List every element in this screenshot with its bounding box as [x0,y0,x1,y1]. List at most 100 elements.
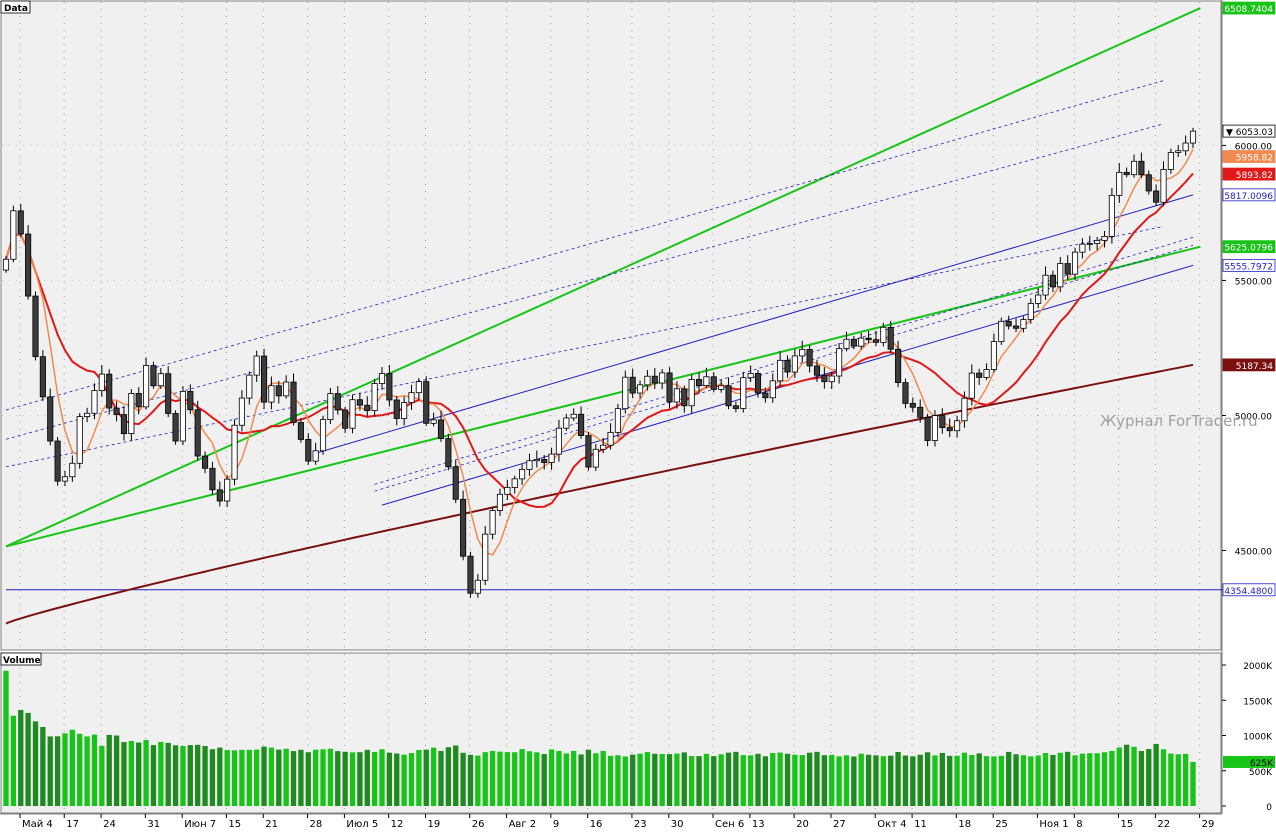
candle [268,376,275,410]
x-tick-label: 15 [228,819,241,830]
volume-bar [172,745,179,806]
fan-line-3 [5,226,1164,468]
candle [386,365,393,407]
candle-body [629,376,636,394]
candle [327,387,334,424]
x-tick-label: 11 [914,819,927,830]
volume-bar [976,753,982,806]
volume-panel-label: Volume [0,652,42,666]
candle [784,355,791,378]
volume-bar [983,756,990,806]
volume-bar [799,755,805,806]
candle [777,351,784,387]
volume-bar [674,753,680,806]
candle-body [931,415,939,441]
price-marker-label: 4354.4800 [1224,587,1273,597]
candle [1153,184,1160,206]
candle [968,364,975,406]
candle-body [202,455,209,469]
candle [681,385,688,413]
candle [1057,257,1064,293]
candle [378,367,386,390]
price-marker: 5555.7972 [1222,258,1276,272]
candle-body [430,419,437,424]
x-tick-label: 24 [103,819,116,830]
candle [2,256,10,273]
candle [961,391,968,428]
x-tick-label: 20 [796,819,809,830]
candle-body [961,397,968,422]
candle [909,397,916,413]
candle [253,350,260,382]
candle-body [386,373,393,401]
candle [91,383,98,420]
candle [194,400,201,461]
candle-body [828,375,835,383]
candle [120,405,128,441]
candle-body [968,372,975,399]
candles [2,127,1197,598]
price-marker: 5893.82 [1222,167,1276,181]
volume-bar [1057,752,1063,806]
candle-body [1167,152,1174,170]
candle [651,368,658,389]
x-tick-label: Июл 5 [346,819,378,830]
candle [76,413,83,469]
volume-bar [460,752,466,806]
candle [946,418,953,438]
candle [349,394,356,434]
volume-bar [681,752,687,806]
candle [334,386,341,415]
volume-bar [187,745,193,806]
fan-line-5 [374,244,1194,492]
candle-body [467,555,474,594]
candle [364,396,371,417]
volume-bar [814,751,820,806]
candle-body [703,376,710,386]
candle [813,359,821,382]
volume-bar [423,749,429,806]
candle-body [482,533,489,581]
x-tick-label: 27 [833,819,846,830]
volume-bar [1028,756,1034,806]
volume-bar [762,756,769,806]
candle [452,460,459,504]
candle-body [983,369,990,378]
candle-body [895,348,902,383]
volume-bar [401,754,407,806]
candle [39,350,46,401]
volume-panel-label-text: Volume [3,656,41,666]
candle [246,371,253,405]
candle-body [548,453,555,463]
candle-body [644,375,651,386]
price-marker-label: ▼ 6053.03 [1226,128,1273,138]
candle-body [1005,320,1012,327]
volume-bar [453,745,459,806]
candle-body [998,320,1005,343]
volume-bar [106,734,112,806]
candle-body [378,373,386,384]
volume-bar [99,745,105,806]
volume-marker-box [1223,755,1275,768]
candle [806,345,813,373]
x-tick-label: 23 [634,819,647,830]
volume-bar [947,755,953,806]
candle [732,401,739,413]
candle [157,368,164,389]
candle-body [128,393,135,435]
volume-bar [290,751,297,806]
price-marker-box [1222,258,1276,272]
volume-bar [630,754,636,806]
candle [659,369,666,390]
candle [150,361,157,389]
candle-body [688,379,695,407]
candle-body [1153,190,1160,203]
candle-body [909,403,916,408]
volume-marker-label: 625K [1250,759,1274,769]
candle [460,490,467,561]
x-tick-label: 15 [1121,819,1134,830]
candle [113,401,120,422]
volume-tick-label: 1500K [1243,697,1273,707]
volume-bars [3,670,1196,806]
volume-bar [593,753,599,806]
